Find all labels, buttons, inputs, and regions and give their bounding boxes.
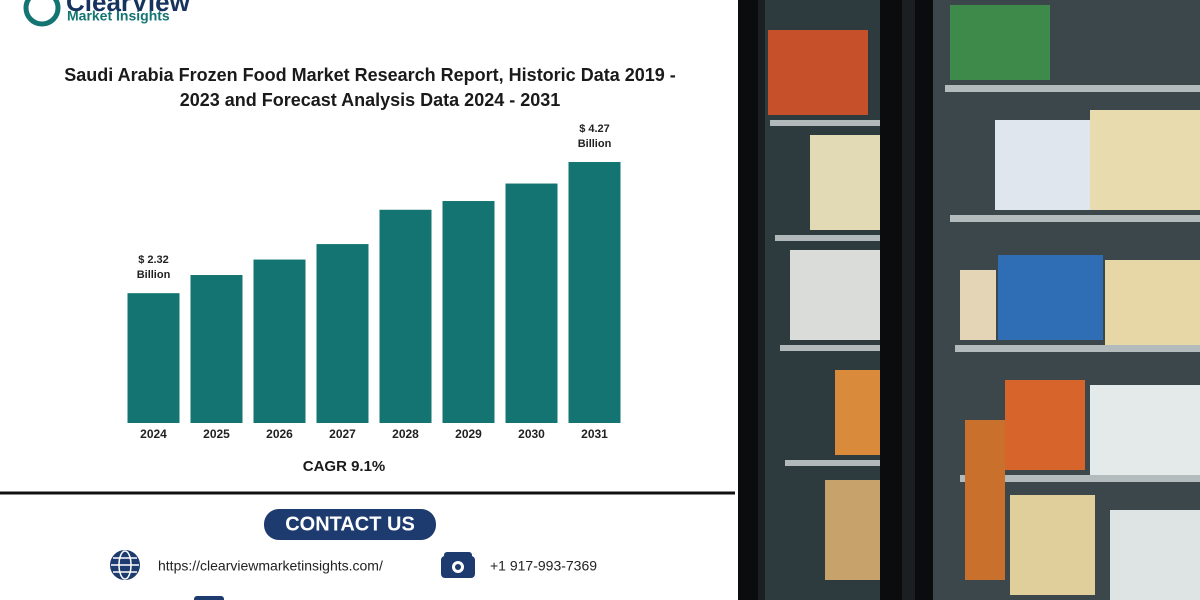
bar	[505, 183, 558, 423]
mail-icon	[194, 596, 224, 600]
globe-icon	[110, 550, 140, 580]
contact-url[interactable]: https://clearviewmarketinsights.com/	[158, 558, 383, 574]
bar	[316, 244, 369, 423]
bar	[127, 293, 180, 423]
data-label: $ 4.27 Billion	[577, 123, 612, 150]
x-tick-label: 2026	[266, 427, 293, 441]
x-tick-label: 2025	[203, 427, 230, 441]
data-label: $ 2.32 Billion	[136, 254, 171, 282]
bar	[190, 275, 243, 423]
x-tick-label: 2030	[518, 427, 545, 441]
x-tick-label: 2028	[392, 427, 419, 441]
logo-name: ClearView	[66, 0, 191, 17]
x-tick-label: 2031	[581, 427, 608, 441]
bar	[568, 162, 621, 423]
x-tick-label: 2027	[329, 427, 356, 441]
annotation: CAGR 9.1%	[303, 458, 386, 475]
contact-heading: CONTACT US	[285, 513, 415, 535]
bar	[253, 259, 306, 423]
chart-title: 2023 and Forecast Analysis Data 2024 - 2…	[180, 90, 561, 110]
contact-pill	[264, 509, 436, 540]
logo-icon	[23, 0, 61, 27]
contact-phone: +1 917-993-7369	[490, 558, 597, 574]
phone-icon	[441, 552, 475, 578]
freezer-photo	[738, 0, 1200, 600]
chart-title: Saudi Arabia Frozen Food Market Research…	[64, 65, 676, 85]
bar	[379, 209, 432, 423]
bar	[442, 201, 495, 423]
x-tick-label: 2029	[455, 427, 482, 441]
logo-tagline: Market Insights	[67, 8, 170, 24]
x-tick-label: 2024	[140, 427, 167, 441]
